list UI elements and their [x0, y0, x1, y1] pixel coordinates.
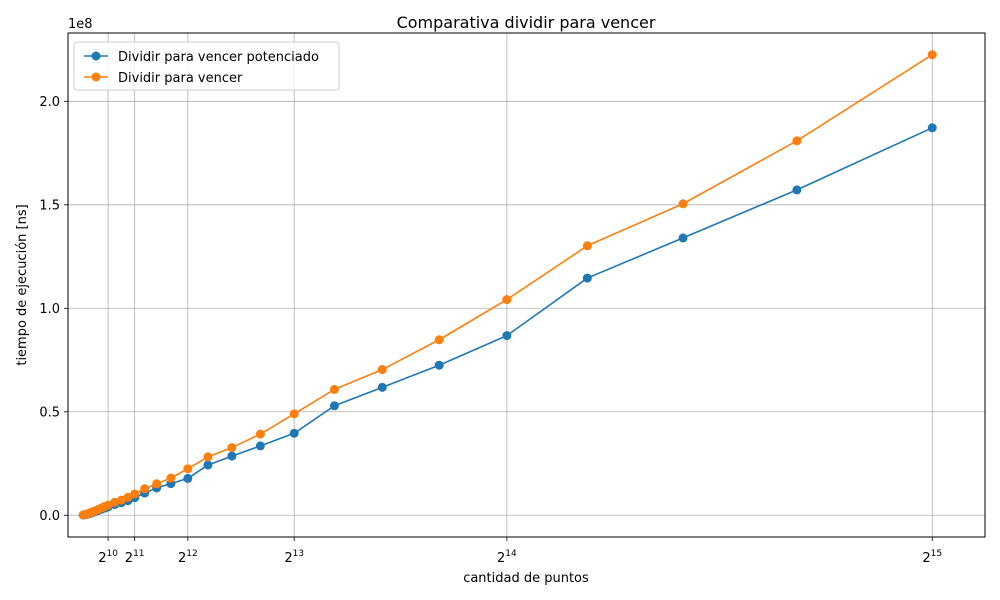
- x-tick-base: 2: [98, 551, 106, 566]
- data-point: [434, 360, 444, 370]
- data-point: [678, 233, 688, 243]
- data-point: [255, 429, 265, 439]
- data-point: [434, 335, 444, 345]
- data-point: [183, 464, 193, 474]
- chart-title: Comparativa dividir para vencer: [397, 13, 656, 32]
- data-point: [582, 273, 592, 283]
- x-tick-label: 215: [922, 549, 942, 566]
- data-point: [152, 479, 162, 489]
- plot-frame: [67, 32, 986, 538]
- x-tick-base: 2: [922, 551, 930, 566]
- x-tick-label: 210: [98, 549, 118, 566]
- legend-box: [73, 41, 340, 91]
- legend: Dividir para vencer potenciado Dividir p…: [73, 41, 340, 91]
- data-point: [203, 452, 213, 462]
- x-tick-base: 2: [125, 551, 133, 566]
- legend-label-0: Dividir para vencer potenciado: [118, 50, 319, 65]
- data-point: [377, 382, 387, 392]
- series-1: [78, 50, 937, 520]
- legend-marker-0: [91, 51, 101, 61]
- data-point: [792, 136, 802, 146]
- x-tick-label: 211: [125, 549, 145, 566]
- y-tick-label: 0.0: [39, 509, 60, 524]
- y-tick-label: 0.5: [39, 405, 60, 420]
- x-tick-label: 212: [178, 549, 198, 566]
- data-point: [166, 473, 176, 483]
- data-point: [123, 492, 133, 502]
- y-axis-label: tiempo de ejecución [ns]: [15, 204, 30, 365]
- data-point: [927, 50, 937, 60]
- x-tick-label: 214: [497, 549, 517, 566]
- y-tick-label: 1.0: [39, 302, 60, 317]
- data-point: [502, 331, 512, 341]
- x-tick-exponent: 12: [186, 549, 197, 559]
- x-tick-base: 2: [284, 551, 292, 566]
- y-axis-offset-label: 1e8: [68, 17, 93, 32]
- y-tick-label: 2.0: [39, 95, 60, 110]
- x-tick-exponent: 10: [107, 549, 119, 559]
- legend-marker-1: [91, 72, 101, 82]
- data-point: [183, 473, 193, 483]
- x-tick-exponent: 14: [505, 549, 517, 559]
- data-point: [377, 365, 387, 375]
- data-point: [227, 443, 237, 453]
- data-point: [255, 441, 265, 451]
- data-point: [203, 460, 213, 470]
- data-point: [927, 123, 937, 133]
- data-point: [329, 384, 339, 394]
- data-point: [582, 241, 592, 251]
- data-point: [289, 428, 299, 438]
- data-point: [227, 451, 237, 461]
- x-tick-exponent: 13: [293, 549, 304, 559]
- legend-label-1: Dividir para vencer: [118, 71, 243, 86]
- series-line: [82, 54, 933, 516]
- x-axis-ticks: 210 211 212 213 214 215: [98, 537, 942, 566]
- series-lines: [78, 50, 937, 520]
- grid-lines: [68, 33, 985, 537]
- x-tick-label: 213: [284, 549, 304, 566]
- y-tick-label: 1.5: [39, 198, 60, 213]
- data-point: [678, 199, 688, 209]
- data-point: [140, 484, 150, 494]
- x-tick-base: 2: [178, 551, 186, 566]
- data-point: [289, 409, 299, 419]
- x-tick-base: 2: [497, 551, 505, 566]
- x-tick-exponent: 11: [133, 549, 144, 559]
- data-point: [502, 295, 512, 305]
- y-axis-ticks: 0.0 0.5 1.0 1.5 2.0: [39, 95, 68, 524]
- data-point: [130, 489, 140, 499]
- x-axis-label: cantidad de puntos: [463, 571, 589, 586]
- data-point: [329, 401, 339, 411]
- data-point: [792, 185, 802, 195]
- x-tick-exponent: 15: [931, 549, 942, 559]
